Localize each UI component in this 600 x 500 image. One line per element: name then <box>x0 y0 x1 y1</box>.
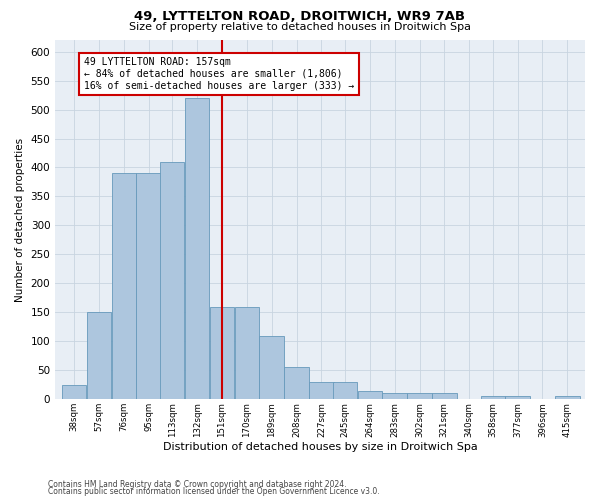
X-axis label: Distribution of detached houses by size in Droitwich Spa: Distribution of detached houses by size … <box>163 442 478 452</box>
Bar <box>333 382 357 400</box>
Bar <box>309 382 334 400</box>
Text: 49, LYTTELTON ROAD, DROITWICH, WR9 7AB: 49, LYTTELTON ROAD, DROITWICH, WR9 7AB <box>134 10 466 23</box>
Text: 49 LYTTELTON ROAD: 157sqm
← 84% of detached houses are smaller (1,806)
16% of se: 49 LYTTELTON ROAD: 157sqm ← 84% of detac… <box>84 58 354 90</box>
Bar <box>136 174 161 400</box>
Bar <box>160 162 184 400</box>
Bar <box>358 390 382 400</box>
Bar <box>555 396 580 400</box>
Bar <box>235 306 259 400</box>
Bar <box>185 98 209 400</box>
Text: Contains HM Land Registry data © Crown copyright and database right 2024.: Contains HM Land Registry data © Crown c… <box>48 480 347 489</box>
Y-axis label: Number of detached properties: Number of detached properties <box>15 138 25 302</box>
Text: Size of property relative to detached houses in Droitwich Spa: Size of property relative to detached ho… <box>129 22 471 32</box>
Bar <box>481 396 505 400</box>
Bar <box>407 394 432 400</box>
Bar <box>432 394 457 400</box>
Text: Contains public sector information licensed under the Open Government Licence v3: Contains public sector information licen… <box>48 487 380 496</box>
Bar <box>210 306 234 400</box>
Bar <box>259 336 284 400</box>
Bar <box>112 174 136 400</box>
Bar <box>62 385 86 400</box>
Bar <box>505 396 530 400</box>
Bar <box>382 394 407 400</box>
Bar <box>284 368 309 400</box>
Bar <box>87 312 111 400</box>
